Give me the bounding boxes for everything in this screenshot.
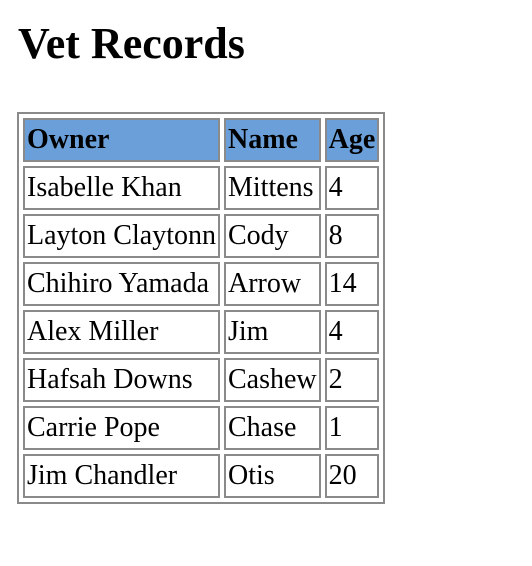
table-row: Isabelle Khan Mittens 4 xyxy=(23,166,380,210)
age-cell: 8 xyxy=(324,214,380,258)
pet-name-cell: Cody xyxy=(223,214,321,258)
pet-name-cell: Chase xyxy=(223,406,321,450)
owner-cell: Isabelle Khan xyxy=(23,166,220,210)
table-header-row: Owner Name Age xyxy=(23,118,380,162)
age-cell: 14 xyxy=(324,262,380,306)
pet-name-cell: Arrow xyxy=(223,262,321,306)
owner-cell: Chihiro Yamada xyxy=(23,262,220,306)
table-row: Chihiro Yamada Arrow 14 xyxy=(23,262,380,306)
age-cell: 2 xyxy=(324,358,380,402)
table-row: Carrie Pope Chase 1 xyxy=(23,406,380,450)
records-table-container: Owner Name Age Isabelle Khan Mittens 4 L… xyxy=(17,112,386,504)
pet-name-cell: Otis xyxy=(223,454,321,498)
age-cell: 20 xyxy=(324,454,380,498)
column-header-age: Age xyxy=(324,118,380,162)
owner-cell: Layton Claytonn xyxy=(23,214,220,258)
table-row: Layton Claytonn Cody 8 xyxy=(23,214,380,258)
owner-cell: Jim Chandler xyxy=(23,454,220,498)
owner-cell: Hafsah Downs xyxy=(23,358,220,402)
age-cell: 1 xyxy=(324,406,380,450)
pet-name-cell: Mittens xyxy=(223,166,321,210)
pet-name-cell: Jim xyxy=(223,310,321,354)
column-header-owner: Owner xyxy=(23,118,220,162)
vet-records-table: Owner Name Age Isabelle Khan Mittens 4 L… xyxy=(17,112,386,504)
table-row: Jim Chandler Otis 20 xyxy=(23,454,380,498)
page-title: Vet Records xyxy=(18,19,245,68)
table-row: Alex Miller Jim 4 xyxy=(23,310,380,354)
table-row: Hafsah Downs Cashew 2 xyxy=(23,358,380,402)
owner-cell: Carrie Pope xyxy=(23,406,220,450)
column-header-name: Name xyxy=(223,118,321,162)
owner-cell: Alex Miller xyxy=(23,310,220,354)
age-cell: 4 xyxy=(324,310,380,354)
pet-name-cell: Cashew xyxy=(223,358,321,402)
age-cell: 4 xyxy=(324,166,380,210)
